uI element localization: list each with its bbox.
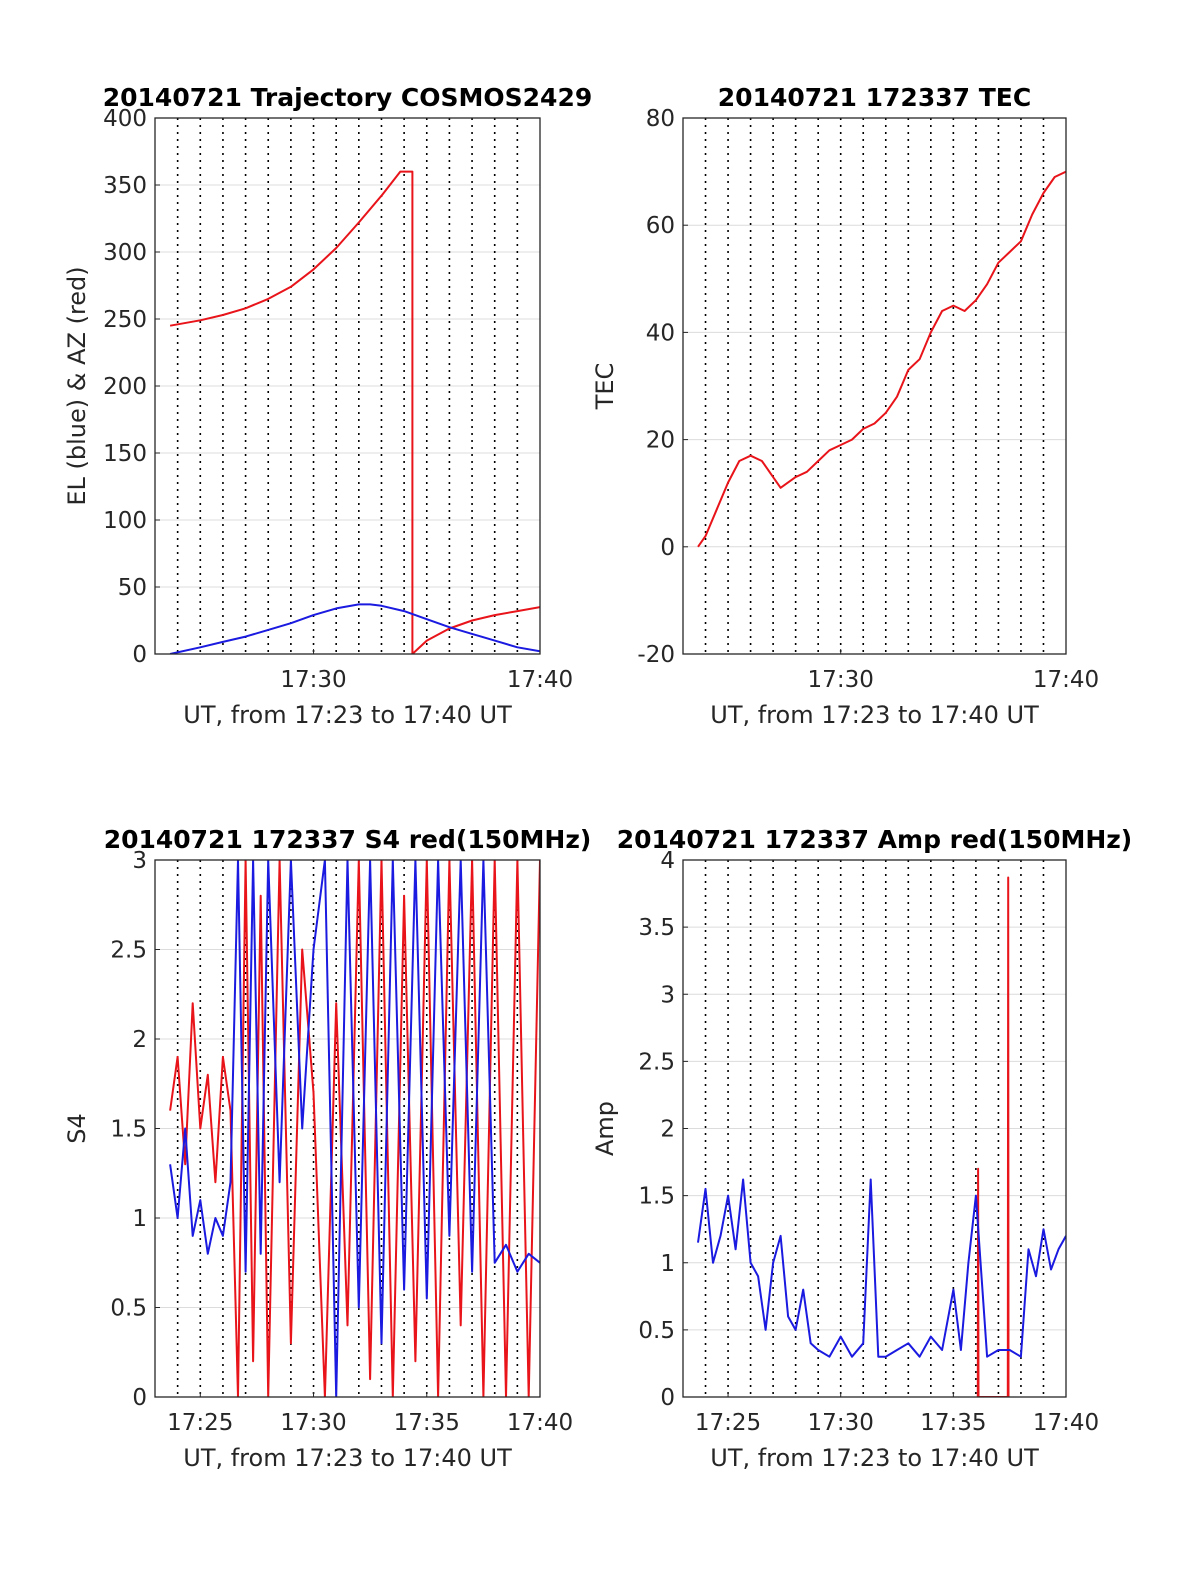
y-tick-label: 300 [103,240,147,266]
tec-panel: -20 0 20 40 60 80 17:30 17:40 20140721 172337 TE… [591,83,1099,729]
y-tick-label: 2.5 [110,938,147,964]
y-tick-label: 40 [646,320,675,346]
series-line-0 [169,860,540,1397]
y-tick-label: 0 [660,1385,675,1411]
y-tick-label: 150 [103,441,147,467]
y-tick-label: 80 [646,106,675,132]
x-tick-label: 17:40 [507,1410,573,1436]
y-tick-label: 50 [118,575,147,601]
y-tick-label: 200 [103,374,147,400]
y-axis-label: Amp [591,1101,619,1156]
y-axis-label: TEC [591,363,619,411]
y-tick-label: 0 [132,1385,147,1411]
y-axis-label: EL (blue) & AZ (red) [63,266,91,505]
series-line-0 [976,876,1010,1397]
y-tick-label: 3 [660,982,675,1008]
y-tick-label: 0 [660,535,675,561]
x-tick-label: 17:25 [695,1410,761,1436]
y-tick-label: -20 [637,642,675,668]
y-tick-label: 2 [132,1027,147,1053]
y-tick-label: 2 [660,1117,675,1143]
y-tick-label: 100 [103,508,147,534]
y-tick-label: 0.5 [638,1318,675,1344]
series-line-1 [697,1178,1066,1358]
y-tick-label: 20 [646,428,675,454]
y-tick-label: 1.5 [110,1117,147,1143]
y-tick-label: 1 [660,1251,675,1277]
y-tick-label: 400 [103,106,147,132]
x-tick-label: 17:35 [920,1410,986,1436]
series-line-0 [169,170,540,654]
x-tick-label: 17:25 [167,1410,233,1436]
x-tick-label: 17:30 [280,667,346,693]
y-tick-label: 350 [103,173,147,199]
series-line-0 [697,170,1066,548]
y-tick-label: 1 [132,1206,147,1232]
x-tick-label: 17:40 [1033,1410,1099,1436]
x-axis-label: UT, from 17:23 to 17:40 UT [183,701,512,729]
y-tick-label: 3.5 [638,915,675,941]
x-axis-label: UT, from 17:23 to 17:40 UT [710,701,1039,729]
x-tick-label: 17:40 [507,667,573,693]
y-tick-label: 3 [132,848,147,874]
y-tick-label: 2.5 [638,1049,675,1075]
chart-title: 20140721 172337 Amp red(150MHz) [617,825,1133,854]
s4-panel: 0 0.5 1 1.5 2 2.5 3 17:25 17:30 17:35 17:40 2014072… [63,825,591,1472]
chart-title: 20140721 172337 S4 red(150MHz) [104,825,592,854]
x-tick-label: 17:35 [394,1410,460,1436]
y-tick-label: 1.5 [638,1184,675,1210]
series-line-1 [169,860,540,1397]
x-tick-label: 17:30 [280,1410,346,1436]
chart-title: 20140721 172337 TEC [718,83,1031,112]
y-tick-label: 4 [660,848,675,874]
series-line-1 [169,603,540,654]
y-tick-label: 60 [646,213,675,239]
x-tick-label: 17:30 [808,1410,874,1436]
x-axis-label: UT, from 17:23 to 17:40 UT [183,1444,512,1472]
y-tick-label: 0.5 [110,1296,147,1322]
y-axis-label: S4 [63,1113,91,1144]
trajectory-panel: 0 50 100 150 200 250 300 350 400 17:30 17:40 201407… [63,83,592,729]
y-tick-label: 250 [103,307,147,333]
amp-panel: 0 0.5 1 1.5 2 2.5 3 3.5 4 17:25 17:30 17:35 17:40 201… [591,825,1132,1472]
y-tick-label: 0 [132,642,147,668]
x-tick-label: 17:40 [1033,667,1099,693]
x-axis-label: UT, from 17:23 to 17:40 UT [710,1444,1039,1472]
axes-box [682,117,1067,655]
x-tick-label: 17:30 [808,667,874,693]
chart-title: 20140721 Trajectory COSMOS2429 [103,83,593,112]
